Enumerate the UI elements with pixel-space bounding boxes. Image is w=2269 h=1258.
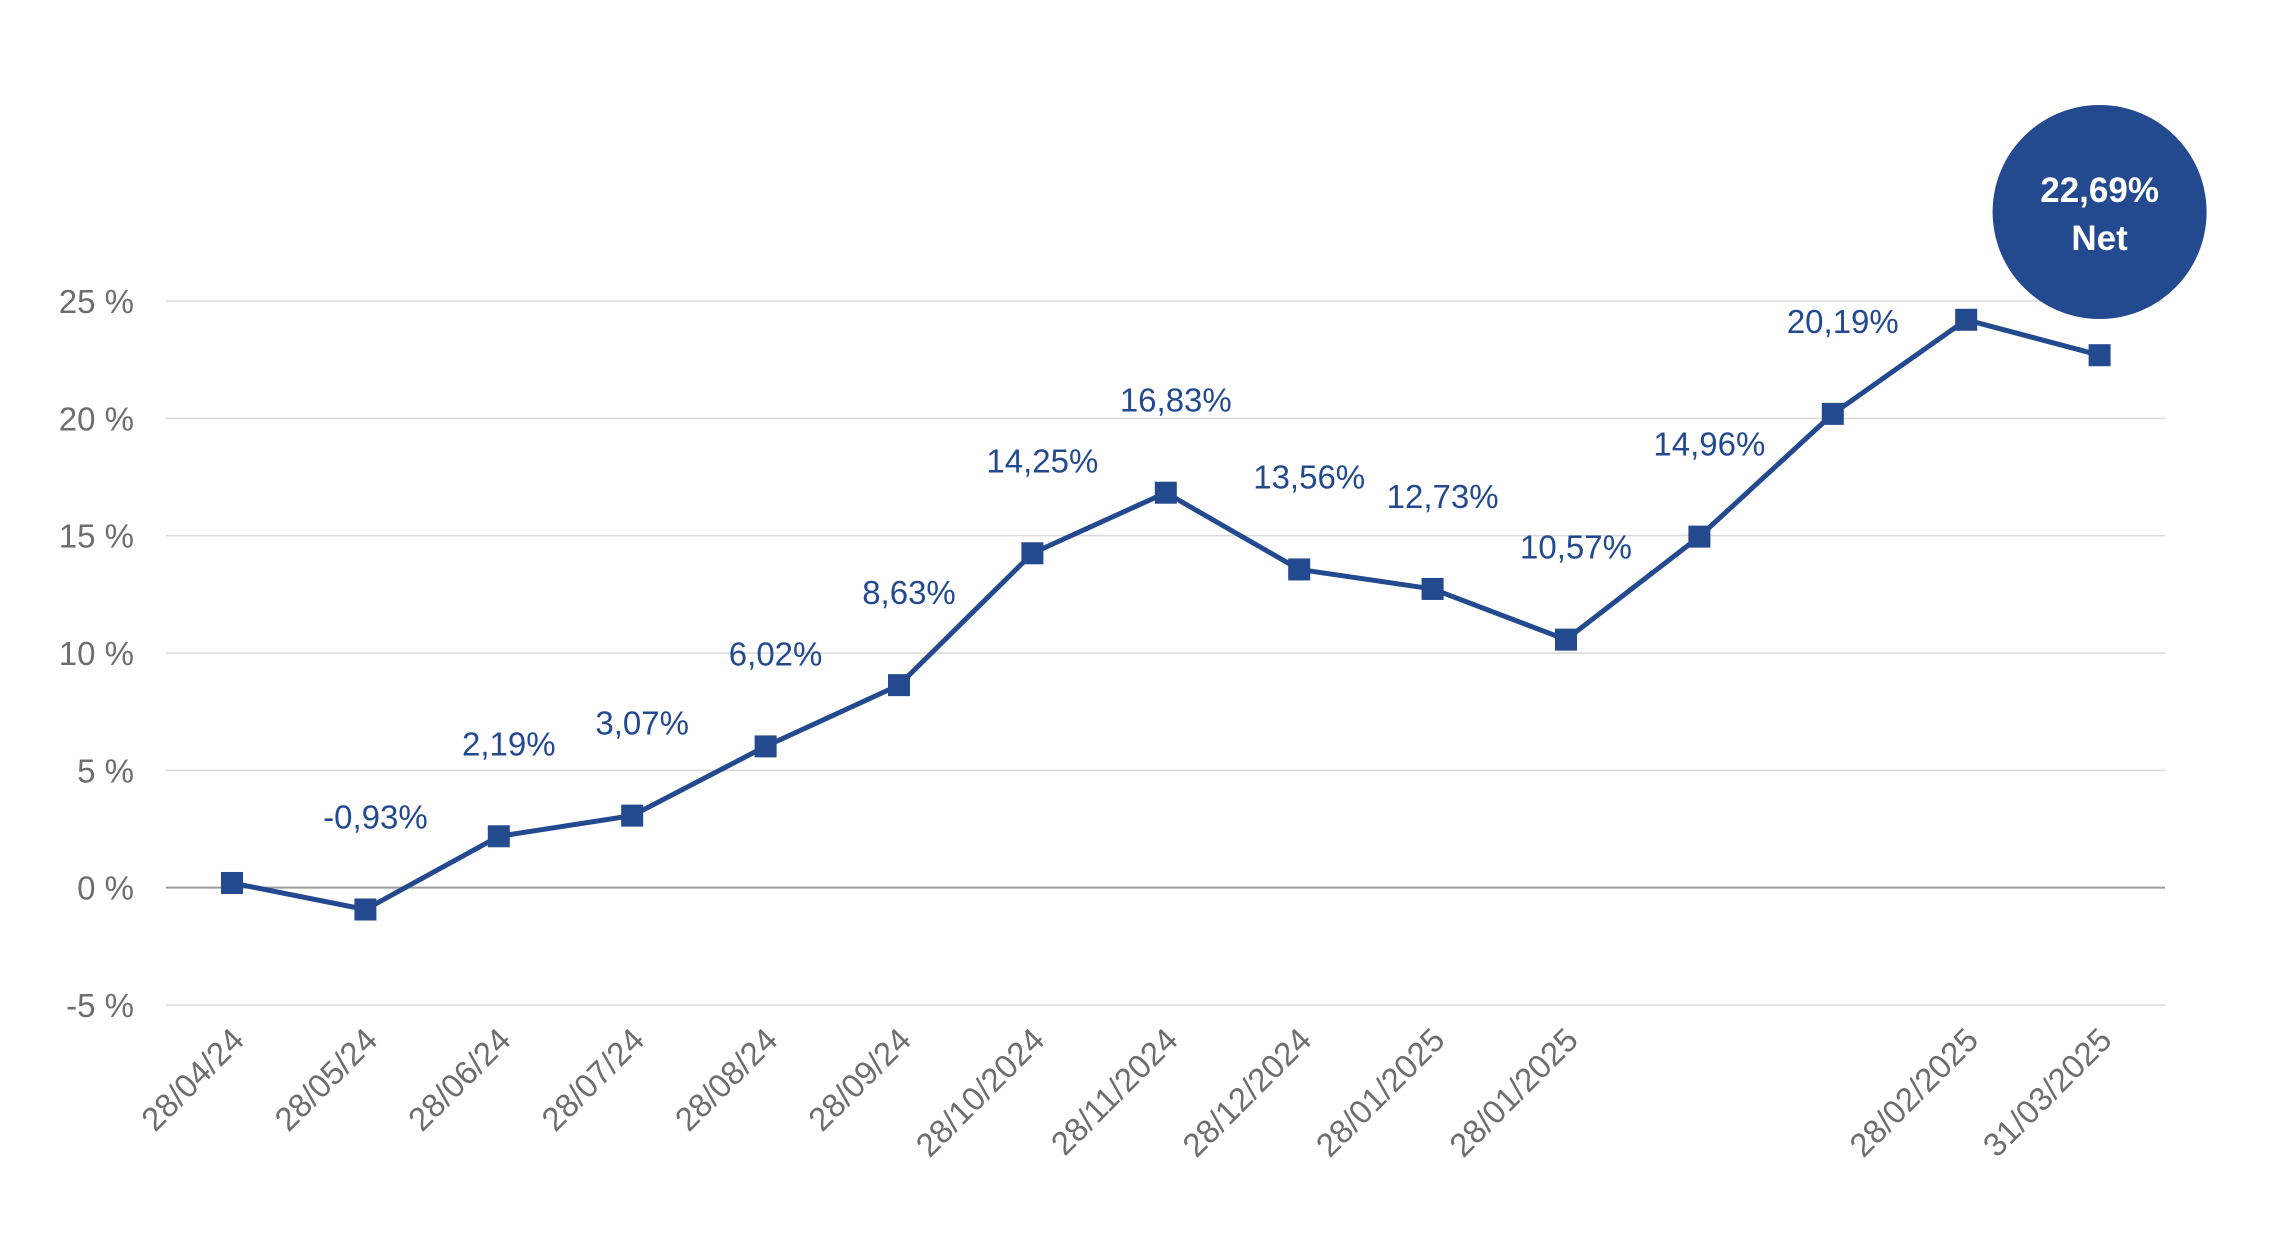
- x-tick-label: 28/05/24: [267, 1021, 384, 1138]
- x-axis-tick-labels: 28/04/24 28/05/24 28/06/24 28/07/24 28/08/24…: [134, 1021, 2119, 1164]
- data-point-marker: [2088, 344, 2111, 367]
- x-tick-label: 28/06/24: [401, 1021, 518, 1138]
- x-tick-label: 28/12/2024: [1175, 1021, 1318, 1164]
- x-tick-label: 28/01/2025: [1309, 1021, 1452, 1164]
- x-tick-label: 28/01/2025: [1442, 1021, 1585, 1164]
- x-tick-label: 28/09/24: [801, 1021, 918, 1138]
- data-label: 16,83%: [1120, 382, 1232, 419]
- data-point-marker: [221, 871, 243, 894]
- data-point-marker: [1288, 558, 1311, 581]
- data-label: 14,96%: [1653, 426, 1765, 463]
- callout-value: 22,69%: [2040, 171, 2159, 210]
- callout-circle: [1992, 105, 2207, 319]
- x-tick-label: 28/07/24: [534, 1021, 651, 1138]
- data-point-marker: [354, 898, 377, 921]
- x-tick-label: 31/03/2025: [1976, 1021, 2119, 1164]
- data-label: 3,07%: [595, 705, 689, 742]
- y-tick-label: 15 %: [59, 518, 134, 555]
- y-tick-label: 25 %: [59, 283, 134, 320]
- data-point-marker: [1555, 628, 1577, 651]
- data-label: 14,25%: [986, 442, 1098, 479]
- series-markers: [221, 308, 2111, 921]
- data-label: 2,19%: [462, 725, 556, 762]
- data-point-marker: [1421, 577, 1444, 600]
- data-point-marker: [1821, 402, 1844, 425]
- data-point-marker: [1021, 542, 1044, 565]
- data-label: 8,63%: [862, 574, 956, 611]
- x-tick-label: 28/11/2024: [1044, 1021, 1185, 1162]
- data-label: 12,73%: [1387, 478, 1499, 515]
- gridlines: [166, 300, 2165, 1006]
- x-tick-label: 28/10/2024: [908, 1021, 1051, 1164]
- x-tick-label: 28/02/2025: [1842, 1021, 1985, 1164]
- data-label: 13,56%: [1253, 458, 1365, 495]
- y-tick-label: -5 %: [66, 987, 134, 1024]
- data-label: -0,93%: [323, 798, 428, 835]
- data-point-marker: [621, 804, 644, 827]
- y-tick-label: 0 %: [77, 870, 134, 907]
- data-label: 6,02%: [729, 635, 823, 672]
- data-point-marker: [487, 825, 510, 848]
- x-tick-label: 28/08/24: [668, 1021, 785, 1138]
- callout-caption: Net: [2071, 219, 2128, 258]
- y-tick-label: 10 %: [59, 635, 134, 672]
- y-tick-label: 5 %: [77, 752, 134, 789]
- data-point-marker: [1688, 525, 1711, 548]
- data-labels: -0,93% 2,19% 3,07% 6,02% 8,63% 14,25% 16,83% 13…: [323, 303, 1899, 836]
- data-point-marker: [888, 674, 910, 697]
- data-point-marker: [1955, 308, 1978, 331]
- data-point-marker: [1154, 481, 1177, 504]
- data-label: 20,19%: [1787, 303, 1899, 340]
- y-axis-tick-labels: -5 % 0 % 5 % 10 % 15 % 20 % 25 %: [59, 283, 134, 1024]
- x-tick-label: 28/04/24: [134, 1021, 251, 1138]
- y-tick-label: 20 %: [59, 400, 134, 437]
- data-label: 10,57%: [1520, 529, 1632, 566]
- data-point-marker: [754, 735, 777, 758]
- net-callout: 22,69% Net: [1992, 105, 2207, 319]
